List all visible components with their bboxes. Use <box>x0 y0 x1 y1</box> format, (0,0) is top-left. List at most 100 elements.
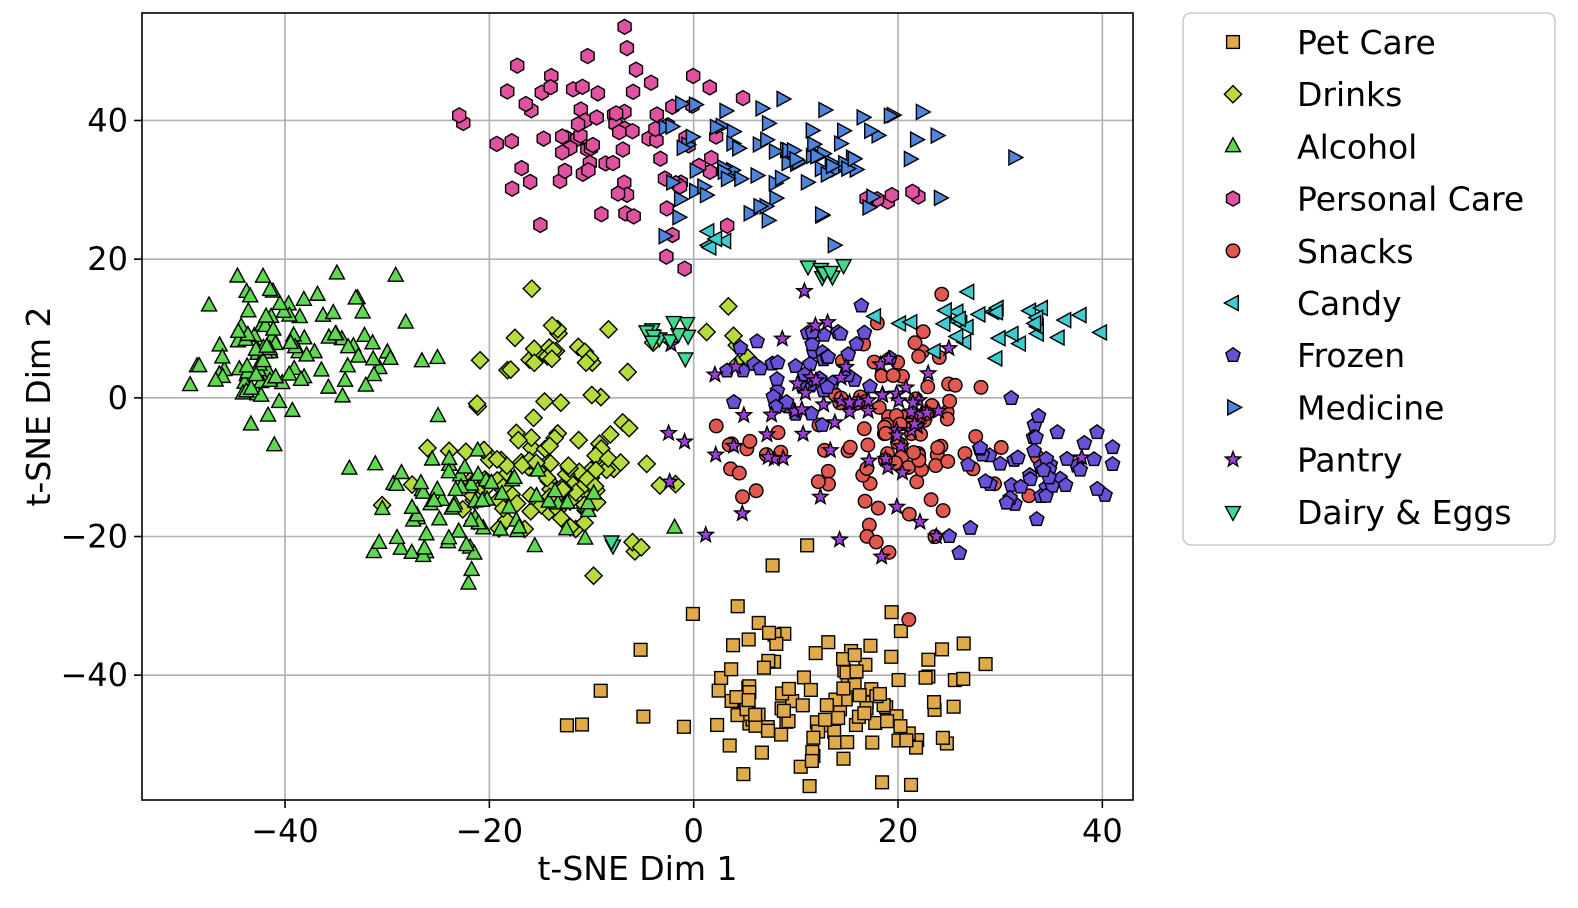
point-personal-care <box>533 216 548 234</box>
point-snacks <box>748 483 764 499</box>
point-alcohol <box>328 263 346 280</box>
point-pet-care <box>893 719 908 734</box>
point-snacks <box>857 493 873 509</box>
point-medicine <box>672 208 689 226</box>
point-personal-care <box>659 248 674 265</box>
point-pet-care <box>828 735 843 750</box>
point-pantry <box>706 444 726 463</box>
point-pet-care <box>756 660 772 675</box>
legend-item-snacks: Snacks <box>1225 232 1414 271</box>
point-medicine <box>930 126 947 145</box>
point-pet-care <box>725 638 741 653</box>
point-snacks <box>820 463 836 479</box>
point-candy <box>1048 328 1065 347</box>
point-medicine <box>753 197 770 215</box>
point-alcohol <box>363 333 382 350</box>
point-snacks <box>915 324 931 340</box>
point-alcohol <box>312 360 331 377</box>
point-alcohol <box>392 538 410 555</box>
point-alcohol <box>261 280 279 297</box>
point-frozen <box>1049 423 1066 440</box>
point-alcohol <box>242 378 260 395</box>
point-pet-care <box>633 642 648 657</box>
point-medicine <box>933 189 950 207</box>
legend-label-pantry: Pantry <box>1297 441 1403 480</box>
point-medicine <box>688 95 705 114</box>
point-frozen <box>1028 429 1044 445</box>
point-snacks <box>942 393 958 409</box>
point-alcohol <box>339 337 357 354</box>
point-pantry <box>831 367 851 386</box>
point-frozen <box>992 455 1009 471</box>
point-pet-care <box>802 779 817 794</box>
y-tick-label: 20 <box>87 240 128 278</box>
legend-marker-drinks <box>1223 84 1243 104</box>
legend-item-drinks: Drinks <box>1223 75 1402 114</box>
point-dairy-eggs <box>669 327 688 344</box>
legend-label-pet-care: Pet Care <box>1297 23 1436 62</box>
point-personal-care <box>735 89 751 107</box>
point-dairy-eggs <box>821 265 840 282</box>
legend-item-frozen: Frozen <box>1225 336 1405 375</box>
point-alcohol <box>558 492 577 509</box>
point-frozen <box>1035 461 1052 478</box>
point-alcohol <box>365 365 383 382</box>
point-snacks <box>909 474 925 490</box>
point-pet-care <box>741 632 756 647</box>
point-pantry <box>660 471 680 490</box>
point-personal-care <box>625 122 640 140</box>
point-frozen <box>962 519 979 535</box>
point-pantry <box>836 357 856 376</box>
point-personal-care <box>619 39 635 57</box>
y-tick-label: 0 <box>108 379 128 417</box>
point-drinks <box>534 391 555 412</box>
point-personal-care <box>594 205 609 223</box>
point-pet-care <box>918 670 933 685</box>
point-personal-care <box>554 144 570 161</box>
point-frozen <box>1089 480 1106 496</box>
legend-item-alcohol: Alcohol <box>1224 127 1417 166</box>
point-pet-care <box>769 636 784 651</box>
point-alcohol <box>257 306 275 323</box>
point-pantry <box>726 356 746 375</box>
point-medicine <box>862 198 879 217</box>
point-medicine <box>732 139 749 157</box>
point-personal-care <box>643 74 659 91</box>
point-personal-care <box>608 105 624 122</box>
point-drinks <box>522 279 542 299</box>
point-pantry <box>772 328 792 347</box>
point-alcohol <box>333 386 352 403</box>
point-alcohol <box>546 481 564 498</box>
point-frozen <box>787 357 804 373</box>
point-snacks <box>920 379 936 395</box>
point-alcohol <box>266 367 285 384</box>
legend-label-drinks: Drinks <box>1297 75 1402 114</box>
point-personal-care <box>610 185 626 202</box>
point-pet-care <box>806 730 821 745</box>
point-alcohol <box>281 333 300 350</box>
point-drinks <box>583 566 604 586</box>
point-frozen <box>977 473 994 489</box>
point-pantry <box>889 390 909 409</box>
point-drinks <box>586 460 606 480</box>
x-tick-label: 40 <box>1082 812 1123 850</box>
point-snacks <box>885 368 901 383</box>
legend-item-personal-care: Personal Care <box>1225 180 1524 219</box>
point-pantry <box>887 496 907 515</box>
point-snacks <box>735 489 750 505</box>
point-snacks <box>856 421 872 437</box>
point-pet-care <box>781 681 796 696</box>
point-snacks <box>742 433 758 449</box>
point-pet-care <box>899 733 914 748</box>
point-pet-care <box>857 706 872 721</box>
point-alcohol <box>381 348 400 366</box>
point-frozen <box>752 360 769 376</box>
point-medicine <box>827 236 844 254</box>
point-alcohol <box>254 351 272 368</box>
point-medicine <box>665 117 682 136</box>
point-medicine <box>836 122 854 140</box>
legend-marker-medicine <box>1227 398 1244 417</box>
point-drinks <box>470 350 490 370</box>
point-drinks <box>551 393 571 413</box>
point-alcohol <box>469 464 487 482</box>
